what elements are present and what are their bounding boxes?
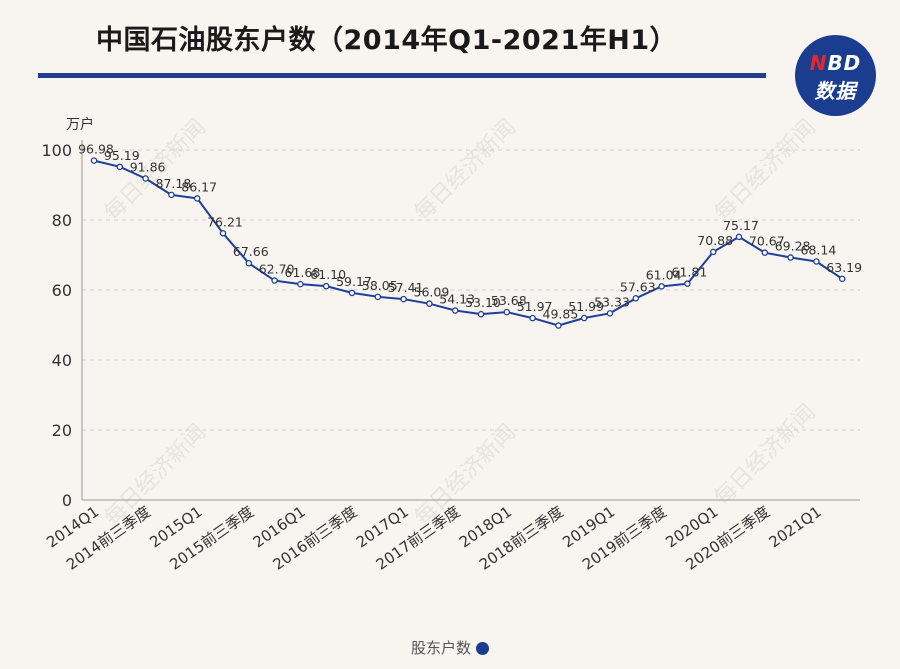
watermark-text: 每日经济新闻 — [710, 400, 821, 511]
data-label: 70.67 — [749, 234, 785, 249]
data-points — [90, 157, 846, 329]
data-label: 53.10 — [465, 295, 501, 310]
legend-label: 股东户数 — [410, 639, 471, 657]
data-point — [322, 282, 330, 290]
data-point — [632, 295, 640, 302]
data-point — [193, 195, 201, 202]
data-label: 70.88 — [697, 233, 733, 248]
data-point — [761, 249, 769, 256]
data-point — [142, 175, 149, 182]
data-point — [503, 308, 511, 316]
logo-wordmark: NBD — [795, 51, 876, 75]
y-tick-label: 100 — [41, 141, 72, 160]
logo-wordmark-rest: BD — [827, 51, 862, 75]
data-point — [684, 280, 691, 287]
nbd-data-logo: NBD 数据 — [795, 35, 876, 116]
series-line-shareholders — [93, 159, 843, 327]
data-label: 51.97 — [517, 299, 553, 314]
data-label: 76.21 — [207, 214, 243, 229]
y-tick-label: 60 — [52, 281, 72, 300]
data-label: 75.17 — [723, 218, 759, 233]
y-tick-labels: 0 20 40 60 80 100 — [41, 141, 72, 510]
data-point — [116, 163, 124, 171]
data-point — [838, 275, 846, 283]
watermark-text: 每日经济新闻 — [410, 115, 521, 226]
data-point — [787, 254, 794, 261]
data-point — [813, 258, 820, 265]
data-label: 51.99 — [568, 299, 604, 314]
series-line-layer — [93, 159, 843, 327]
data-label: 61.04 — [646, 267, 682, 282]
data-label: 61.68 — [285, 265, 321, 280]
data-label: 95.19 — [104, 148, 140, 163]
data-label: 54.13 — [439, 292, 475, 307]
logo-accent-letter: N — [809, 51, 828, 75]
y-tick-label: 20 — [52, 421, 72, 440]
data-point — [168, 191, 175, 199]
data-point — [297, 280, 304, 288]
data-label: 67.66 — [233, 244, 269, 259]
data-label: 58.05 — [362, 278, 398, 293]
chart-title: 中国石油股东户数（2014年Q1-2021年H1） — [96, 25, 678, 56]
data-label: 57.63 — [620, 279, 656, 294]
data-label: 59.17 — [336, 274, 372, 289]
y-tick-label: 40 — [52, 351, 72, 370]
data-point — [529, 314, 536, 322]
logo-subtitle: 数据 — [814, 79, 857, 103]
data-point — [709, 248, 717, 256]
y-tick-label: 0 — [62, 491, 72, 510]
data-point — [658, 283, 665, 290]
data-label: 56.09 — [414, 285, 450, 300]
data-label: 57.41 — [388, 280, 424, 295]
watermark-text: 每日经济新闻 — [710, 115, 821, 226]
title-underline — [38, 73, 766, 78]
data-point — [606, 310, 614, 317]
data-label: 53.68 — [491, 293, 527, 308]
data-label: 86.17 — [181, 179, 217, 194]
x-tick-label: 2021Q1 — [766, 503, 825, 552]
y-axis-title: 万户 — [66, 116, 94, 133]
data-point — [735, 233, 743, 241]
data-label: 63.19 — [826, 260, 862, 275]
data-label: 87.18 — [156, 176, 192, 191]
data-point — [555, 322, 562, 329]
data-point — [477, 310, 485, 318]
data-point — [374, 293, 382, 301]
data-label: 53.33 — [594, 294, 630, 309]
data-label: 91.86 — [130, 159, 166, 174]
data-label: 68.14 — [801, 243, 837, 258]
data-point — [245, 259, 253, 267]
y-tick-label: 80 — [52, 211, 72, 230]
data-point — [580, 314, 588, 322]
legend: 股东户数 — [0, 637, 900, 658]
grid-lines — [82, 149, 860, 431]
legend-marker-icon — [476, 642, 489, 655]
data-point — [90, 157, 98, 164]
data-point — [348, 289, 356, 297]
data-point — [426, 300, 433, 307]
data-label: 69.28 — [775, 239, 811, 254]
data-label: 61.81 — [672, 265, 708, 280]
data-label: 96.98 — [78, 142, 114, 157]
data-point — [451, 307, 459, 314]
data-label: 62.70 — [259, 262, 295, 277]
data-point — [400, 295, 407, 303]
axes: 万户 — [66, 116, 860, 501]
data-label: 61.10 — [310, 267, 346, 282]
data-point — [271, 277, 278, 284]
data-point — [219, 230, 227, 237]
data-label: 49.85 — [543, 307, 579, 322]
